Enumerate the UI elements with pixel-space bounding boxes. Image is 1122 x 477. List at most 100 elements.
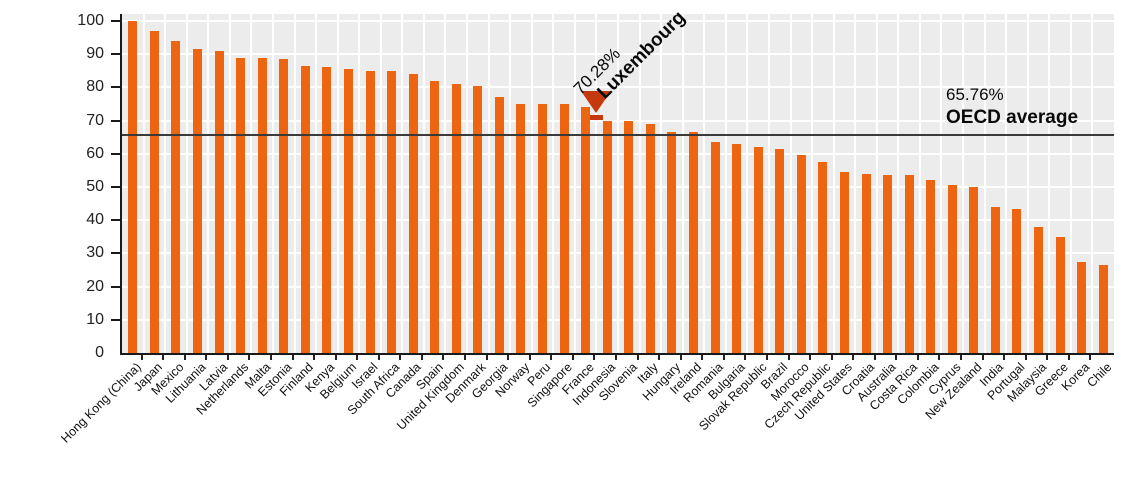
vertical-gridline [962,14,965,353]
vertical-gridline [358,14,361,353]
x-axis-tick [291,355,294,360]
x-axis-tick [528,355,531,360]
y-axis-label: 70 [86,111,104,129]
vertical-gridline [293,14,296,353]
bar-united-kingdom [451,84,461,353]
vertical-gridline [401,14,404,353]
vertical-gridline [509,14,512,353]
vertical-gridline [595,14,598,353]
y-axis-tick [111,53,120,56]
x-axis-tick [183,355,186,360]
y-axis-tick [111,252,120,255]
x-axis-tick [765,355,768,360]
vertical-gridline [811,14,814,353]
x-axis-tick [744,355,747,360]
y-axis-tick [111,152,120,155]
x-axis-tick [1067,355,1070,360]
bar-united-states [839,172,849,353]
x-axis-tick [593,355,596,360]
x-axis-tick [679,355,682,360]
y-axis-label: 20 [86,277,104,295]
bar-israel [365,70,375,353]
bar-indonesia [602,120,612,353]
bar-france [581,107,591,353]
x-axis-label: Hong Kong (China) [58,360,144,446]
bar-colombia [926,180,936,353]
bar-estonia [279,59,289,353]
vertical-gridline [983,14,986,353]
vertical-gridline [638,14,641,353]
vertical-gridline [228,14,231,353]
x-axis-tick [571,355,574,360]
bar-new-zealand [969,187,979,353]
y-axis-label: 60 [86,144,104,162]
vertical-gridline [940,14,943,353]
vertical-gridline [164,14,167,353]
x-axis-tick [981,355,984,360]
x-axis-tick [615,355,617,360]
vertical-gridline [854,14,857,353]
vertical-gridline [918,14,921,353]
x-axis-tick [938,355,941,360]
bar-georgia [494,97,504,353]
bar-malaysia [1034,226,1044,353]
bar-cyprus [947,185,957,353]
luxembourg-arrow-icon [581,90,612,113]
y-axis-tick [111,186,120,188]
bar-kenya [322,67,332,353]
vertical-gridline [681,14,684,353]
x-axis-tick [895,355,898,360]
vertical-gridline [552,14,555,353]
vertical-gridline [142,14,145,353]
vertical-gridline [422,14,425,353]
oecd-average-label: OECD average [946,107,1079,128]
x-axis-tick [420,355,423,360]
vertical-gridline [660,14,663,353]
bar-hong-kong-china- [128,21,138,353]
y-axis-label: 10 [86,310,104,328]
y-axis-label: 50 [86,178,104,195]
bar-malta [257,57,267,353]
vertical-gridline [487,14,490,353]
bar-slovenia [624,120,634,353]
x-axis-tick [701,355,704,360]
vertical-gridline [271,14,274,353]
x-axis-tick [140,355,143,360]
bar-spain [430,80,440,353]
y-axis-label: 80 [86,78,104,96]
bar-lithuania [192,49,202,353]
bar-norway [516,104,526,353]
bar-netherlands [236,57,246,353]
vertical-gridline [573,14,576,353]
x-axis-tick [873,355,876,360]
y-axis-tick [111,285,120,288]
oecd-average-line [122,133,1114,136]
bar-denmark [473,85,483,353]
bar-belgium [343,69,353,353]
vertical-gridline [703,14,706,353]
vertical-gridline [897,14,900,353]
vertical-gridline [746,14,749,353]
y-axis-label: 40 [86,211,104,229]
y-axis-tick [111,318,120,321]
vertical-gridline [1048,14,1051,353]
x-axis-tick [356,355,359,360]
vertical-gridline [315,14,318,353]
luxembourg-dash-marker [589,114,603,120]
y-axis-label: 100 [77,12,104,29]
bar-india [990,206,1000,353]
vertical-gridline [336,14,339,353]
x-axis-tick [485,355,488,360]
vertical-gridline [767,14,770,353]
vertical-gridline [1005,14,1008,353]
vertical-gridline [1091,14,1094,353]
y-axis-tick [111,219,120,222]
vertical-gridline [1026,14,1029,353]
oecd-average-annotation: 65.76% OECD average [946,84,1078,129]
bar-costa-rica [904,175,914,353]
bar-japan [149,30,159,353]
vertical-gridline [530,14,533,353]
x-axis-tick [205,355,208,360]
bar-ireland [688,132,698,353]
